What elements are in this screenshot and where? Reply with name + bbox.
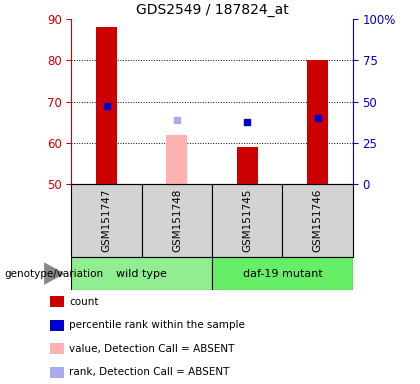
Text: wild type: wild type [116,268,167,279]
Text: GSM151747: GSM151747 [102,189,112,253]
Bar [212,257,353,290]
Bar [237,147,258,184]
Bar [71,184,142,257]
Bar [50,319,64,331]
Text: daf-19 mutant: daf-19 mutant [243,268,322,279]
Bar [50,296,64,307]
Text: count: count [69,297,99,307]
Bar [212,184,282,257]
Text: percentile rank within the sample: percentile rank within the sample [69,320,245,330]
Text: genotype/variation: genotype/variation [4,268,103,279]
Text: value, Detection Call = ABSENT: value, Detection Call = ABSENT [69,344,235,354]
Bar [71,257,212,290]
Bar [166,135,187,184]
Text: GSM151745: GSM151745 [242,189,252,253]
Text: GSM151746: GSM151746 [312,189,323,253]
Title: GDS2549 / 187824_at: GDS2549 / 187824_at [136,3,289,17]
Text: rank, Detection Call = ABSENT: rank, Detection Call = ABSENT [69,367,230,377]
Bar [96,28,117,184]
Bar [282,184,353,257]
Bar [50,343,64,354]
Bar [142,184,212,257]
Bar [307,61,328,184]
Text: GSM151748: GSM151748 [172,189,182,253]
Polygon shape [44,262,65,285]
Bar [50,367,64,378]
